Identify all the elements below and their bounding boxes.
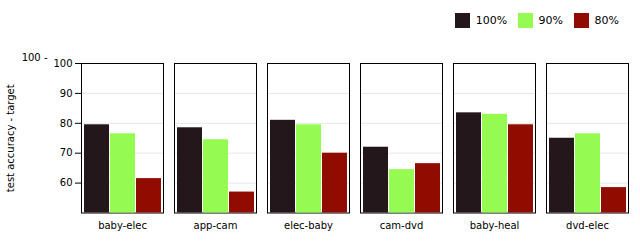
svg-text:dvd-elec: dvd-elec: [566, 220, 609, 231]
svg-text:test accuracy - target: test accuracy - target: [5, 84, 16, 192]
svg-text:elec-baby: elec-baby: [284, 220, 333, 231]
svg-text:cam-dvd: cam-dvd: [380, 220, 424, 231]
html-text:80%: 80%: [594, 14, 619, 27]
html-text:90%: 90%: [538, 14, 563, 27]
html-text:100%: 100%: [475, 14, 508, 27]
svg-text:90: 90: [60, 87, 73, 98]
svg-text:app-cam: app-cam: [194, 220, 238, 231]
svg-text:60: 60: [60, 177, 73, 188]
svg-text:80: 80: [60, 117, 73, 128]
svg-text:baby-heal: baby-heal: [470, 220, 520, 231]
svg-text:100: 100: [53, 57, 72, 68]
svg-text:baby-elec: baby-elec: [98, 220, 147, 231]
svg-text:100 -: 100 -: [22, 51, 48, 62]
svg-text:70: 70: [60, 147, 73, 158]
